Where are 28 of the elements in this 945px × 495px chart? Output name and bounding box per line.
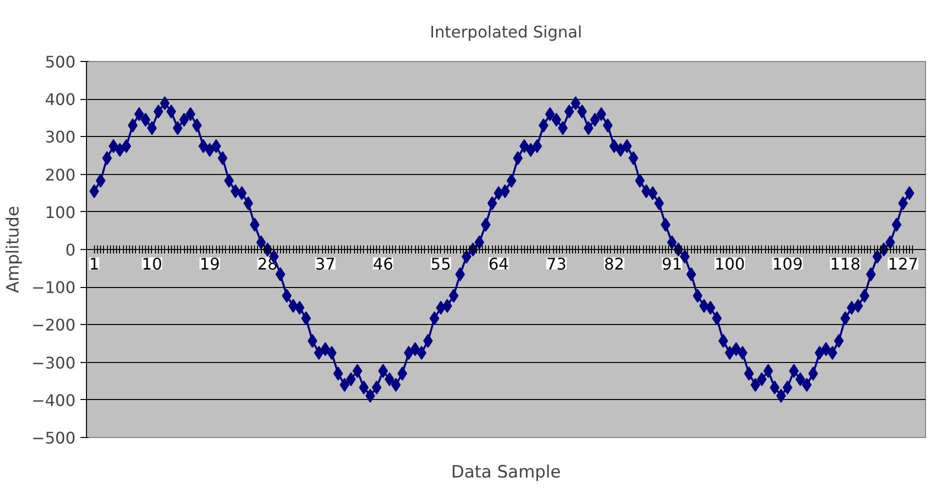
y-tick-label: −400	[32, 390, 76, 410]
x-tick-label: 37	[315, 254, 336, 274]
x-tick-label: 46	[372, 254, 394, 274]
x-tick-label: 82	[604, 254, 624, 274]
y-tick-label: −300	[32, 353, 76, 372]
chart-title: Interpolated Signal	[430, 22, 582, 42]
x-tick-label: 100	[714, 254, 745, 274]
x-tick-label: 1	[89, 254, 100, 274]
y-tick-label: −500	[32, 428, 76, 448]
x-axis-title: Data Sample	[451, 462, 561, 482]
x-tick-label: 109	[772, 254, 803, 274]
x-tick-label: 73	[546, 254, 567, 274]
x-tick-label: 118	[830, 254, 861, 274]
y-tick-label: 500	[44, 52, 76, 72]
x-tick-label: 19	[200, 254, 220, 274]
x-tick-label: 55	[430, 254, 452, 274]
y-tick-label: 100	[44, 202, 76, 222]
x-tick-label: 10	[142, 254, 162, 274]
x-tick-label: 127	[888, 254, 918, 274]
x-tick-label: 64	[488, 254, 509, 274]
x-tick-label: 91	[662, 254, 682, 274]
y-tick-label: −200	[32, 316, 76, 335]
y-tick-label: 0	[65, 240, 76, 260]
y-axis-title: Amplitude	[4, 206, 24, 294]
y-tick-label: 200	[44, 165, 76, 184]
y-tick-label: 400	[44, 90, 76, 110]
y-tick-label: 300	[44, 128, 76, 147]
y-tick-label: −100	[32, 278, 76, 298]
